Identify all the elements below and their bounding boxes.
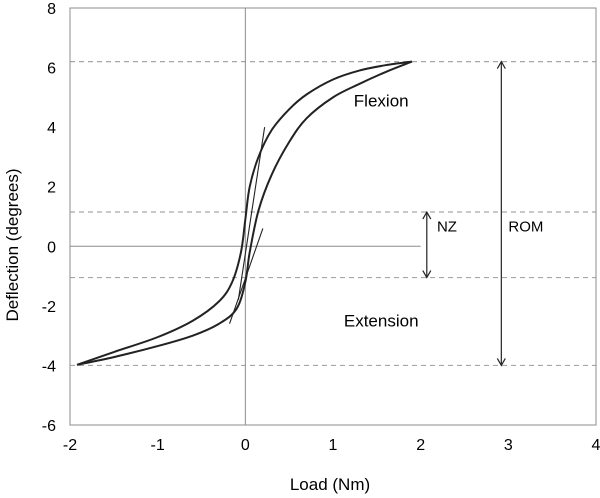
annotation-extension: Extension (344, 312, 419, 331)
x-axis-title: Load (Nm) (290, 475, 370, 494)
annotation-nz: NZ (437, 218, 457, 235)
tick-labels: -2 -1 0 1 2 3 4 -6 -4 -2 0 2 4 6 8 (42, 1, 600, 454)
x-tick-label: 3 (504, 437, 513, 454)
x-tick-label: 4 (592, 437, 600, 454)
y-axis-title: Deflection (degrees) (3, 168, 22, 321)
tangent-line-1 (237, 127, 266, 300)
hysteresis-curve-2 (76, 60, 413, 366)
y-tick-label: -2 (42, 299, 56, 316)
hysteresis-curve-1 (76, 60, 413, 366)
y-tick-label: -6 (42, 418, 56, 435)
rom-arrow-head-bottom (496, 358, 506, 367)
curves (76, 60, 413, 366)
y-tick-label: 6 (47, 61, 56, 78)
y-tick-label: 4 (47, 120, 56, 137)
plot-frame (69, 7, 597, 426)
y-tick-label: 2 (47, 180, 56, 197)
x-tick-label: 2 (416, 437, 425, 454)
x-tick-label: -2 (63, 437, 77, 454)
arrows (422, 60, 506, 367)
annotation-rom: ROM (508, 218, 543, 235)
y-tick-label: 0 (47, 239, 56, 256)
axes (69, 7, 597, 426)
rom-arrow-head-top (496, 60, 506, 69)
tangent-line-2 (229, 228, 264, 324)
nz-arrow-head-top (422, 210, 432, 220)
y-tick-label: -4 (42, 358, 56, 375)
annotations: Flexion Extension NZ ROM (344, 91, 543, 330)
y-tick-label: 8 (47, 1, 56, 18)
dashed-reference-lines (70, 61, 596, 367)
annotation-flexion: Flexion (354, 91, 409, 110)
x-tick-label: 1 (329, 437, 338, 454)
x-tick-label: -1 (151, 437, 165, 454)
nz-arrow-head-bottom (422, 270, 432, 279)
x-tick-label: 0 (241, 437, 250, 454)
